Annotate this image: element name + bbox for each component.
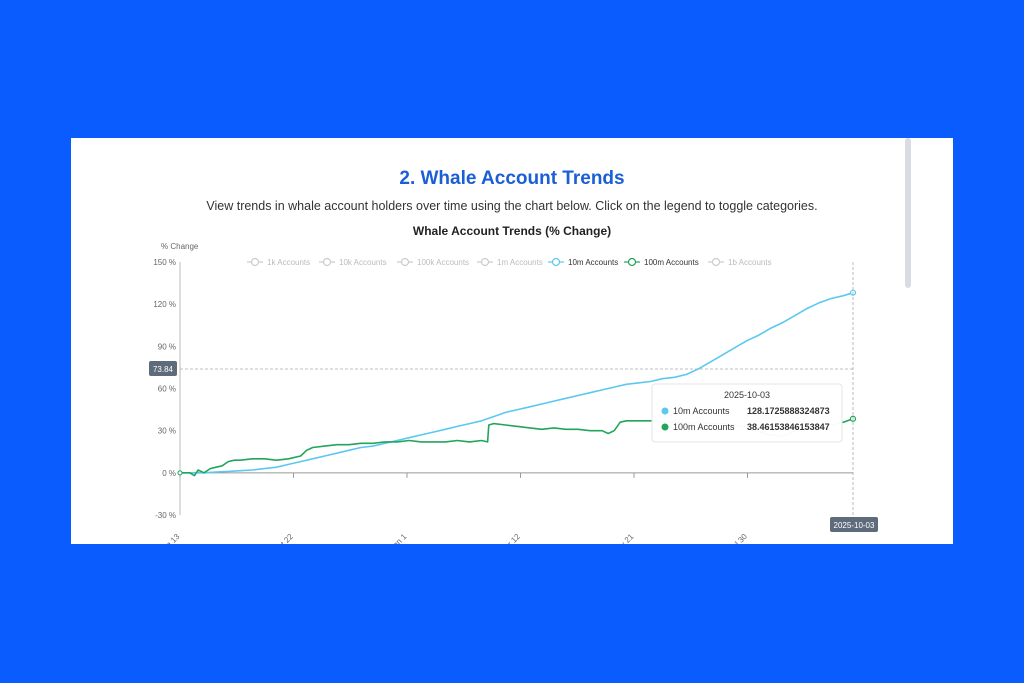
y-tick-label: 90 % bbox=[158, 342, 176, 351]
legend-label: 10m Accounts bbox=[568, 258, 618, 267]
legend-label: 10k Accounts bbox=[339, 258, 387, 267]
y-tick-label: 30 % bbox=[158, 427, 176, 436]
series-line-10m-accounts bbox=[180, 291, 854, 474]
tooltip-series-name: 10m Accounts bbox=[673, 406, 730, 416]
y-axis-label: % Change bbox=[161, 242, 199, 251]
y-tick-label: 150 % bbox=[153, 258, 176, 267]
legend-item-1b-accounts[interactable]: 1b Accounts bbox=[708, 257, 772, 267]
legend-marker bbox=[250, 257, 260, 267]
tooltip-swatch bbox=[661, 407, 669, 415]
crosshair-y-label: 73.84 bbox=[153, 365, 174, 374]
legend-item-100m-accounts[interactable]: 100m Accounts bbox=[624, 257, 699, 267]
chart-legend[interactable]: 1k Accounts 10k Accounts 100k Accounts 1m A… bbox=[247, 257, 772, 267]
x-tick-label: Aug 13 bbox=[157, 532, 182, 544]
legend-marker bbox=[400, 257, 410, 267]
legend-item-100k-accounts[interactable]: 100k Accounts bbox=[397, 257, 469, 267]
chart-title: Whale Account Trends (% Change) bbox=[412, 224, 612, 238]
tooltip-series-value: 128.1725888324873 bbox=[747, 406, 830, 416]
legend-label: 1b Accounts bbox=[728, 258, 772, 267]
y-tick-label: 60 % bbox=[158, 385, 176, 394]
crosshair-x-label: 2025-10-03 bbox=[834, 521, 875, 530]
x-tick-label: Oct 22 bbox=[272, 532, 295, 544]
x-tick-label: May 21 bbox=[610, 532, 635, 544]
legend-item-1k-accounts[interactable]: 1k Accounts bbox=[247, 257, 310, 267]
legend-label: 100k Accounts bbox=[417, 258, 469, 267]
tooltip-series-name: 100m Accounts bbox=[673, 422, 735, 432]
y-tick-label: 0 % bbox=[162, 469, 176, 478]
scrollbar-thumb[interactable] bbox=[905, 138, 911, 288]
legend-item-10k-accounts[interactable]: 10k Accounts bbox=[319, 257, 387, 267]
y-axis: -30 % 0 % 30 % 60 % 90 % 120 % 150 % bbox=[153, 258, 181, 520]
legend-item-10m-accounts[interactable]: 10m Accounts bbox=[548, 257, 618, 267]
y-tick-label: -30 % bbox=[155, 511, 176, 520]
y-tick-label: 120 % bbox=[153, 300, 176, 309]
section-description: View trends in whale account holders ove… bbox=[206, 199, 818, 213]
x-tick-label: Jan 1 bbox=[388, 532, 409, 544]
tooltip-date: 2025-10-03 bbox=[724, 390, 770, 400]
legend-marker bbox=[480, 257, 490, 267]
tooltip-box bbox=[651, 383, 843, 443]
series-lines bbox=[177, 289, 857, 477]
chart-tooltip: 2025-10-03 10m Accounts 128.1725888324873 1… bbox=[651, 383, 843, 443]
x-axis: Aug 13 Oct 22 Jan 1 Mar 12 May 21 Jul 30 bbox=[157, 472, 749, 544]
crosshair-y-label-box bbox=[149, 361, 177, 376]
tooltip-series-value: 38.46153846153847 bbox=[747, 422, 830, 432]
legend-marker bbox=[627, 257, 637, 267]
crosshair: 73.84 2025-10-03 bbox=[149, 262, 878, 532]
x-tick-label: Mar 12 bbox=[498, 532, 522, 544]
line-chart[interactable]: % Change -30 %0 %30 %60 %90 %120 %150 % … bbox=[71, 138, 953, 544]
section-title: 2. Whale Account Trends bbox=[399, 168, 625, 189]
legend-label: 1k Accounts bbox=[267, 258, 310, 267]
crosshair-x-label-box bbox=[830, 517, 878, 532]
legend-marker bbox=[322, 257, 332, 267]
tooltip-swatch bbox=[661, 423, 669, 431]
x-tick-label: Jul 30 bbox=[727, 532, 749, 544]
legend-marker bbox=[711, 257, 721, 267]
series-startpoint bbox=[177, 470, 183, 476]
legend-item-1m-accounts[interactable]: 1m Accounts bbox=[477, 257, 543, 267]
legend-label: 1m Accounts bbox=[497, 258, 543, 267]
chart-card: 2. Whale Account Trends View trends in w… bbox=[71, 138, 953, 544]
legend-marker bbox=[551, 257, 561, 267]
legend-label: 100m Accounts bbox=[644, 258, 699, 267]
